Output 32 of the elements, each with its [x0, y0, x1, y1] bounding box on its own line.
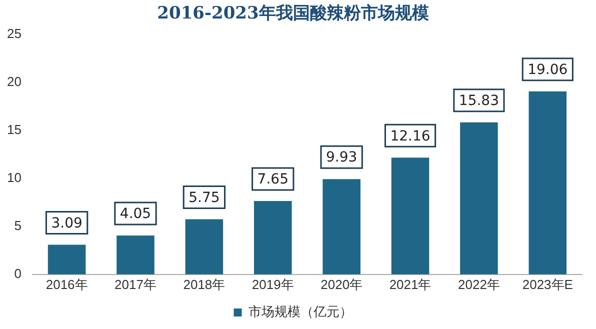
bar	[254, 200, 292, 274]
bar	[116, 236, 154, 274]
x-tick-label: 2018年	[183, 276, 226, 292]
data-label: 5.75	[188, 190, 220, 206]
data-label: 15.83	[458, 93, 500, 110]
data-label: 12.16	[390, 128, 430, 144]
y-tick-label: 20	[6, 74, 22, 89]
legend-label: 市场规模（亿元）	[248, 304, 352, 320]
data-label: 9.93	[326, 150, 358, 166]
y-tick-label: 10	[6, 170, 22, 185]
bar	[460, 122, 498, 274]
x-tick-label: 2022年	[458, 276, 500, 292]
y-tick-label: 5	[14, 218, 22, 233]
data-label: 4.05	[120, 206, 152, 222]
x-tick-label: 2021年	[389, 276, 432, 292]
data-label: 7.65	[257, 172, 288, 188]
data-label: 19.06	[528, 62, 568, 78]
x-tick-label: 2023年E	[522, 276, 574, 292]
y-tick-label: 0	[14, 266, 22, 281]
data-label: 3.09	[51, 215, 82, 232]
x-tick-label: 2020年	[320, 276, 363, 292]
y-tick-label: 15	[6, 122, 22, 137]
bar	[528, 91, 567, 274]
bar	[391, 158, 430, 274]
chart-title: 2016-2023年我国酸辣粉市场规模	[157, 4, 429, 24]
x-tick-label: 2016年	[46, 276, 88, 292]
y-tick-label: 25	[6, 26, 22, 41]
bar	[48, 244, 86, 274]
x-tick-label: 2019年	[252, 276, 294, 292]
bar	[322, 179, 360, 274]
x-tick-label: 2017年	[114, 276, 156, 292]
bar	[185, 219, 224, 274]
